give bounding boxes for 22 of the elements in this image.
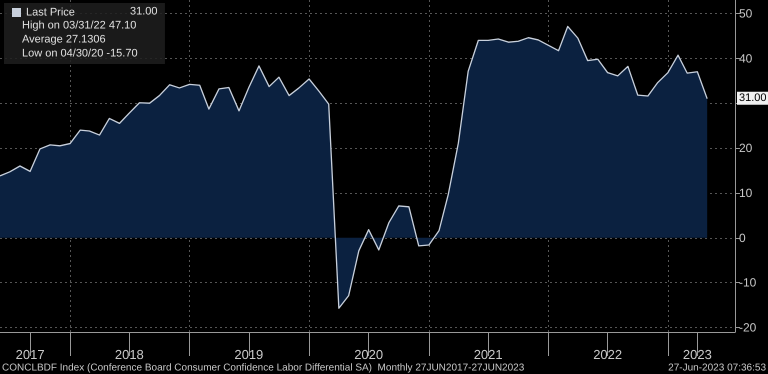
y-tick-label: 10 [739, 186, 753, 200]
x-tick-label: 2017 [16, 347, 45, 362]
y-tick-label: 40 [739, 51, 753, 66]
annotation: 31.00 [130, 6, 158, 18]
x-tick-label: 2022 [593, 347, 622, 362]
y-tick-label: 0 [739, 230, 746, 245]
legend-label: Last Price [26, 6, 75, 18]
annotation: High on 03/31/22 47.10 [22, 20, 136, 32]
text: 27-Jun-2023 07:36:53 [668, 362, 766, 374]
x-tick-label: 2018 [114, 347, 144, 362]
text: CONCLBDF Index (Conference Board Consumer Confidence Labor Differential SA) Monthly 27JUN2017-27JUN2023 [2, 362, 525, 374]
y-tick-label: 50 [739, 6, 753, 20]
annotation: Low on 04/30/20 -15.70 [22, 48, 138, 60]
annotation: Average 27.1306 [22, 34, 106, 46]
annotation: 31.00 [739, 92, 767, 104]
x-tick-label: 2023 [682, 347, 712, 362]
x-tick-label: 2020 [354, 347, 384, 362]
y-tick-label: -10 [739, 276, 757, 290]
x-tick-label: 2021 [474, 347, 503, 362]
x-tick-label: 2019 [234, 347, 264, 362]
y-tick-label: -20 [739, 320, 757, 335]
y-tick-label: 20 [739, 141, 753, 156]
